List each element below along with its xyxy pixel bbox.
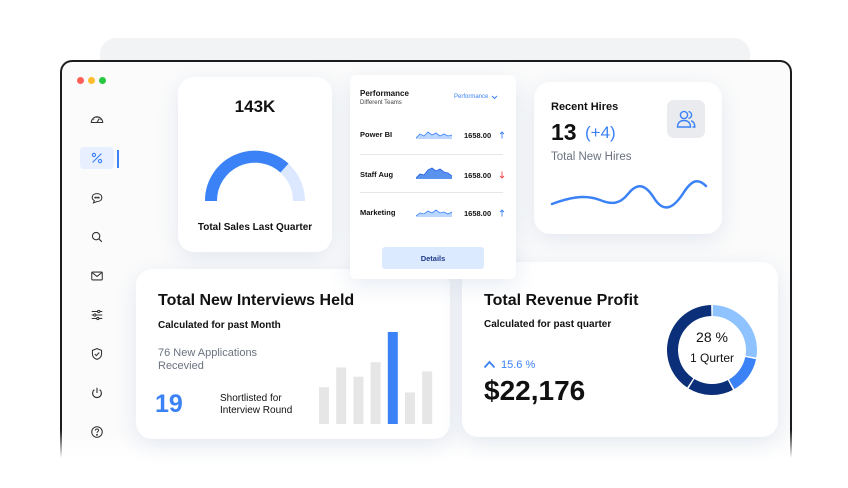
sales-label: Total Sales Last Quarter <box>197 222 313 233</box>
trend-up-icon <box>499 131 505 139</box>
interviews-title: Total New Interviews Held <box>158 292 355 309</box>
revenue-card: Total Revenue Profit Calculated for past… <box>462 262 778 437</box>
hires-count: 13 <box>551 119 577 145</box>
shortlisted-line2: Interview Round <box>220 405 293 416</box>
donut-slice-3 <box>667 305 712 388</box>
sidebar-search-icon[interactable] <box>86 226 108 248</box>
sidebar-mail-icon[interactable] <box>86 265 108 287</box>
donut-slice-0 <box>712 305 757 358</box>
revenue-amount: $22,176 <box>484 375 586 406</box>
active-indicator <box>117 150 119 168</box>
chevron-down-icon <box>492 95 498 99</box>
sparkline-staff-aug <box>416 167 452 179</box>
hires-label: Total New Hires <box>551 151 632 163</box>
hires-change: (+4) <box>585 123 616 142</box>
bar-2 <box>353 376 364 424</box>
donut-label: 1 Qurter <box>689 351 734 365</box>
shortlisted-line1: Shortlisted for <box>220 393 282 404</box>
bar-6 <box>422 371 433 424</box>
performance-subtitle: Different Teams <box>360 100 402 106</box>
revenue-donut-chart <box>667 305 757 395</box>
sales-card: 143K Total Sales Last Quarter <box>178 77 332 252</box>
sidebar-chat-icon[interactable] <box>86 187 108 209</box>
interviews-card: Total New Interviews Held Calculated for… <box>136 269 450 439</box>
bar-5 <box>405 392 415 424</box>
shortlisted-count: 19 <box>155 390 183 418</box>
bar-3 <box>370 362 381 424</box>
sidebar-sliders-icon[interactable] <box>86 304 108 326</box>
maximize-window-dot[interactable] <box>99 77 106 84</box>
bar-1 <box>336 367 347 424</box>
applications-line2: Recevied <box>158 360 204 372</box>
bar-4 <box>387 332 398 424</box>
team-name-power-bi: Power BI <box>360 130 393 139</box>
applications-line1: 76 New Applications <box>158 347 258 359</box>
donut-slice-2 <box>688 379 733 395</box>
team-name-staff-aug: Staff Aug <box>360 170 394 179</box>
donut-percent: 28 % <box>696 329 728 345</box>
team-value-marketing: 1658.00 <box>464 209 492 218</box>
bar-0 <box>319 387 329 424</box>
interviews-bar-chart <box>319 332 433 424</box>
donut-slice-1 <box>728 357 757 390</box>
minimize-window-dot[interactable] <box>88 77 95 84</box>
revenue-change: 15.6 % <box>501 359 536 371</box>
details-button[interactable]: Details <box>382 247 484 269</box>
sales-gauge <box>204 150 305 202</box>
sales-value: 143K <box>234 97 276 116</box>
sidebar-gauge-icon[interactable] <box>86 108 108 130</box>
sidebar-help-icon[interactable] <box>86 421 108 443</box>
trend-down-icon <box>499 171 505 179</box>
performance-dropdown[interactable]: Performance <box>454 94 498 100</box>
hires-trend-line <box>550 179 708 209</box>
trend-up-icon <box>499 209 505 217</box>
sparkline-power-bi <box>416 131 452 139</box>
performance-card: Performance Different Teams Performance … <box>350 75 516 279</box>
trend-up-chevron-icon <box>483 360 496 369</box>
team-value-power-bi: 1658.00 <box>464 131 492 140</box>
revenue-subtitle: Calculated for past quarter <box>484 319 612 330</box>
hires-title: Recent Hires <box>551 101 619 113</box>
team-name-marketing: Marketing <box>360 208 396 217</box>
sidebar-percent-icon[interactable] <box>80 147 114 169</box>
recent-hires-card: Recent Hires 13 (+4) Total New Hires <box>534 82 722 234</box>
sidebar-shield-icon[interactable] <box>86 343 108 365</box>
users-icon[interactable] <box>667 100 705 138</box>
close-window-dot[interactable] <box>77 77 84 84</box>
interviews-subtitle: Calculated for past Month <box>158 320 281 331</box>
performance-dropdown-label: Performance <box>454 94 489 100</box>
team-value-staff-aug: 1658.00 <box>464 171 492 180</box>
performance-title: Performance <box>360 89 409 98</box>
revenue-title: Total Revenue Profit <box>484 292 639 309</box>
sidebar-power-icon[interactable] <box>86 382 108 404</box>
sparkline-marketing <box>416 209 452 217</box>
